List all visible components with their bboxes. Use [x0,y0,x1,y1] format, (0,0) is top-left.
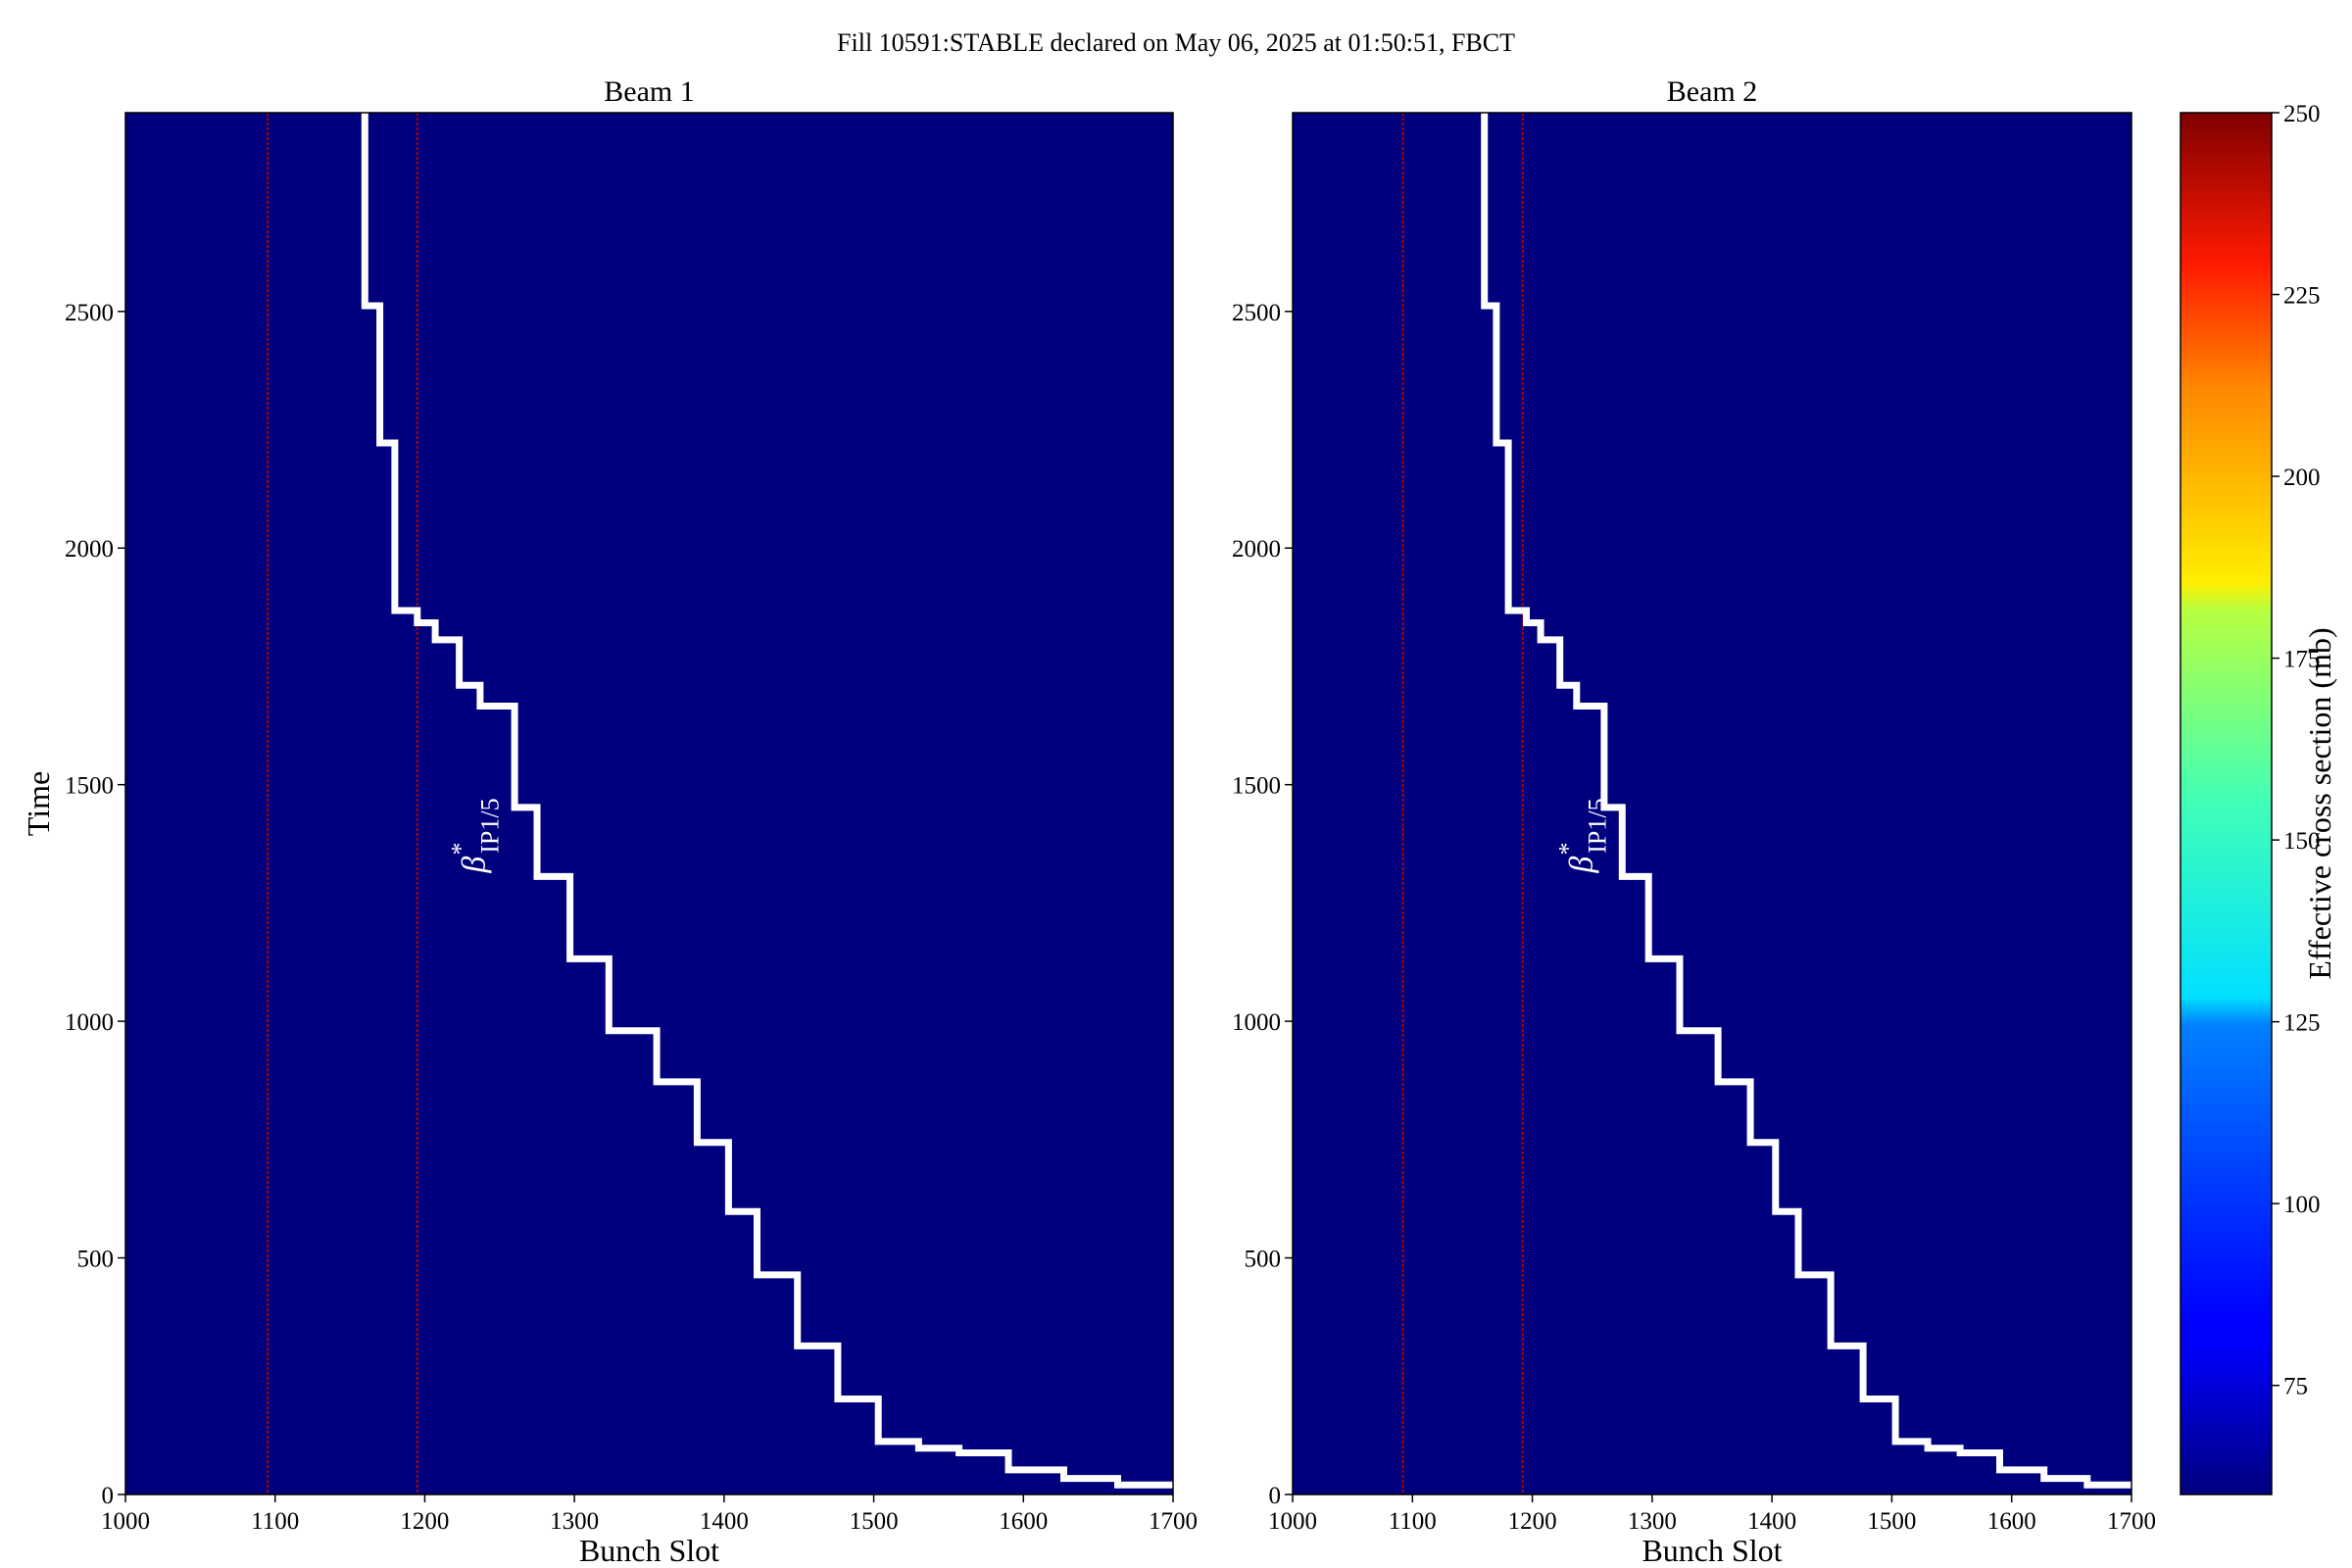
heatmap-background [125,113,1173,1494]
x-tick-label: 1700 [1149,1508,1198,1535]
beta-star-curve [361,113,1173,1489]
x-ticks: 1000 1100 1200 1300 1400 1500 1600 1700 [1268,1494,2156,1535]
x-tick-label: 1600 [999,1508,1048,1535]
x-tick-label: 1400 [1747,1508,1796,1535]
y-tick-label: 2000 [1232,536,1281,563]
x-tick-label: 1200 [400,1508,449,1535]
y-tick-label: 500 [77,1247,115,1273]
x-tick-label: 1100 [1389,1508,1437,1535]
colorbar-tick-label: 200 [2283,465,2321,491]
red-slot-lines [267,113,418,1494]
beta-subscript: IP1/5 [1584,798,1612,853]
colorbar-tick-label: 100 [2283,1192,2321,1218]
x-tick-label: 1600 [1987,1508,2036,1535]
colorbar-gradient [2180,112,2273,1495]
figure-suptitle: Fill 10591:STABLE declared on May 06, 20… [837,28,1515,57]
panel-beam-2: β*IP1/5 1000 1100 1200 1300 1400 1500 1600 1700… [1232,75,2156,1568]
y-tick-label: 1500 [1232,773,1281,800]
panel-title: Beam 1 [604,75,694,108]
colorbar-tick-label: 75 [2283,1374,2308,1400]
x-tick-label: 1100 [251,1508,299,1535]
y-tick-label: 2500 [65,300,114,326]
colorbar-ticks: 75 100 125 150 175 200 225 250 [2272,101,2321,1400]
axes-frame [124,112,1174,1495]
y-ticks: 0 500 1000 1500 2000 2500 [1232,300,1293,1509]
colorbar-label: Effective cross section (mb) [2302,627,2337,979]
beta-star-annotation: β*IP1/5 [447,798,505,873]
x-tick-label: 1000 [1268,1508,1317,1535]
axes-frame [1292,112,2132,1495]
colorbar-tick-label: 125 [2283,1010,2321,1037]
beta-symbol: β [457,857,493,874]
colorbar-tick-label: 225 [2283,283,2321,310]
x-axis-label: Bunch Slot [1642,1533,1782,1568]
x-tick-label: 1700 [2107,1508,2156,1535]
y-tick-label: 0 [102,1483,115,1509]
colorbar-tick-label: 150 [2283,828,2321,855]
beta-symbol: β [1564,857,1600,874]
y-tick-label: 0 [1269,1483,1282,1509]
y-ticks: 0 500 1000 1500 2000 2500 [65,300,125,1509]
x-axis-label: Bunch Slot [579,1533,719,1568]
y-tick-label: 2500 [1232,300,1281,326]
x-tick-label: 1300 [1628,1508,1677,1535]
beta-star-annotation: β*IP1/5 [1554,798,1612,873]
red-slot-lines [1401,113,1524,1494]
beta-superscript: * [1554,844,1583,857]
y-tick-label: 500 [1245,1247,1282,1273]
panel-title: Beam 2 [1667,75,1757,108]
x-tick-label: 1200 [1508,1508,1557,1535]
y-axis-label: Time [21,771,56,836]
beta-superscript: * [447,844,475,857]
x-tick-label: 1500 [1867,1508,1916,1535]
colorbar-tick-label: 175 [2283,647,2321,673]
y-tick-label: 1000 [65,1009,114,1036]
y-tick-label: 1000 [1232,1009,1281,1036]
y-tick-label: 2000 [65,536,114,563]
x-tick-label: 1300 [550,1508,599,1535]
beta-star-curve [1481,113,2132,1489]
x-tick-label: 1000 [101,1508,150,1535]
x-tick-label: 1500 [850,1508,899,1535]
y-tick-label: 1500 [65,773,114,800]
heatmap-background [1293,113,2132,1494]
colorbar-tick-label: 250 [2283,101,2321,127]
beta-subscript: IP1/5 [476,798,505,853]
panel-beam-1: β*IP1/5 1000 1100 1200 1300 1400 1500 1600 1700… [21,75,1198,1568]
colorbar: 75 100 125 150 175 200 225 250 Effective cross … [2180,101,2337,1495]
x-tick-label: 1400 [700,1508,749,1535]
x-ticks: 1000 1100 1200 1300 1400 1500 1600 1700 [101,1494,1198,1535]
